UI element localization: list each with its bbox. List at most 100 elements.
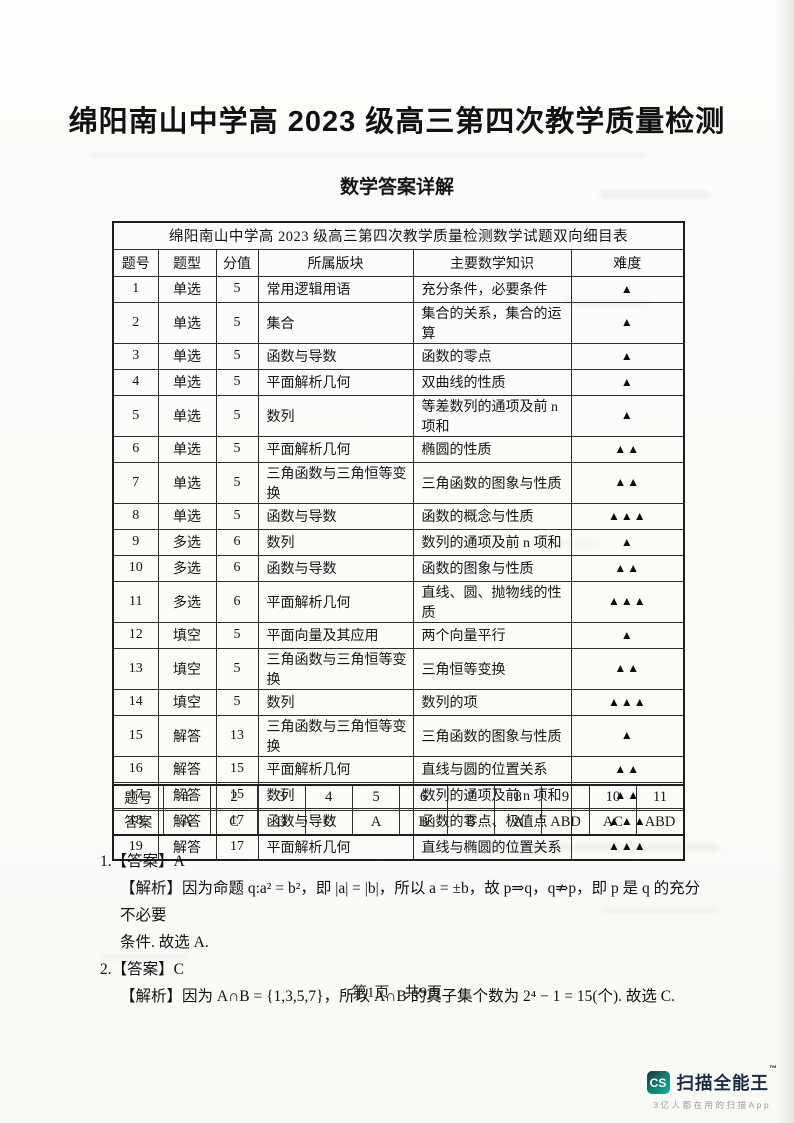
spec-cell: 10 [112,554,159,582]
spec-cell: 单选 [157,435,217,463]
spec-cell: 集合 [257,301,414,344]
spec-cell: 多选 [157,554,217,582]
spec-table-row: 19 解答 17 平面解析几何 直线与椭圆的位置关系 ▲▲▲ [112,833,685,861]
spec-cell: 1 [112,275,159,303]
answer-number-cell: 5 [351,784,401,811]
scan-artifact [600,905,720,914]
answer-value-cell: C [304,809,353,836]
answer-value-cell: AC [588,809,638,836]
spec-cell: 平面解析几何 [257,435,414,463]
spec-cell: 单选 [157,502,217,530]
spec-cell: 13 [215,714,259,757]
spec-cell: 9 [112,528,159,556]
document-title: 绵阳南山中学高 2023 级高三第四次教学质量检测 [68,106,726,138]
spec-table-row: 2 单选 5 集合 集合的关系，集合的运算 ▲ [112,301,685,344]
answer-number-cell: 6 [399,784,448,811]
spec-cell: 7 [112,461,159,504]
spec-table-row: 16 解答 15 平面解析几何 直线与圆的位置关系 ▲▲ [112,755,685,783]
difficulty-cell: ▲ [570,621,685,649]
spec-cell: 12 [112,621,159,649]
spec-cell: 三角恒等变换 [412,647,572,690]
spec-table-row: 1 单选 5 常用逻辑用语 充分条件，必要条件 ▲ [112,275,685,303]
header-section: 所属版块 [257,248,414,277]
document-subtitle: 数学答案详解 [339,177,454,198]
difficulty-cell: ▲▲ [570,461,685,504]
header-difficulty: 难度 [570,248,685,277]
camscanner-watermark: CS 扫描全能王™ 3亿人都在用的扫描App [646,1064,779,1111]
spec-cell: 单选 [157,368,217,396]
scan-artifact [600,190,710,199]
spec-cell: 11 [112,580,159,623]
spec-cell: 14 [112,688,159,716]
spec-table-row: 15 解答 13 三角函数与三角恒等变换 三角函数的图象与性质 ▲ [112,714,685,757]
spec-cell: 16 [112,755,159,783]
spec-cell: 函数的零点 [412,342,572,370]
spec-cell: 两个向量平行 [412,621,572,649]
spec-cell: 填空 [157,621,217,649]
answer-value-cell: D [257,809,306,836]
spec-cell: 13 [112,647,159,690]
spec-cell: 三角函数与三角恒等变换 [257,647,414,690]
answer-number-cell: 1 [162,784,211,811]
spec-cell: 平面向量及其应用 [257,621,414,649]
spec-cell: 单选 [157,461,217,504]
spec-cell: 6 [112,435,159,463]
answer-row-label: 答案 [112,809,164,836]
difficulty-cell: ▲ [570,528,685,556]
trademark-mark: ™ [769,1064,778,1073]
spec-cell: 直线与圆的位置关系 [412,755,572,783]
difficulty-cell: ▲ [570,275,685,303]
spec-table-row: 12 填空 5 平面向量及其应用 两个向量平行 ▲ [112,621,685,649]
spec-cell: 填空 [157,647,217,690]
spec-cell: 5 [215,435,259,463]
camscanner-icon: CS [646,1071,670,1094]
spec-cell: 直线、圆、抛物线的性质 [412,580,572,623]
answer-value-cell: B [446,809,496,836]
spec-table-row: 13 填空 5 三角函数与三角恒等变换 三角恒等变换 ▲▲ [112,647,685,690]
answer-key-table: 题号 1 2 3 4 5 6 7 8 9 10 11 答案 A C D C A B B A ABD AC ABD [112,784,685,836]
spec-cell: 常用逻辑用语 [257,275,414,303]
spec-cell: 函数与导数 [257,502,414,530]
answer-value-cell: ABD [636,809,685,836]
header-question-number: 题号 [112,248,159,277]
difficulty-cell: ▲▲ [570,647,685,690]
answer-number-cell: 10 [588,784,638,811]
camscanner-brand: 扫描全能王™ [676,1064,779,1095]
difficulty-cell: ▲ [570,301,685,344]
scan-artifact [88,153,648,157]
spec-cell: 5 [215,275,259,303]
answer-row-label: 题号 [112,784,164,811]
spec-table-row: 6 单选 5 平面解析几何 椭圆的性质 ▲▲ [112,435,685,463]
answer-value-cell: A [162,809,211,836]
spec-cell: 单选 [157,275,217,303]
camscanner-brand-text: 扫描全能王 [676,1073,769,1093]
difficulty-cell: ▲ [570,342,685,370]
spec-cell: 5 [215,342,259,370]
spec-cell: 单选 [157,342,217,370]
spec-cell: 6 [215,528,259,556]
answer-number-cell: 9 [541,784,590,811]
spec-cell: 解答 [157,714,217,757]
spec-cell: 5 [215,688,259,716]
spec-cell: 15 [215,755,259,783]
spec-cell: 多选 [157,528,217,556]
spec-cell: 5 [215,502,259,530]
spec-cell: 函数的概念与性质 [412,502,572,530]
spec-cell: 4 [112,368,159,396]
spec-cell: 5 [215,621,259,649]
solution-2-analysis: 【解析】因为 A∩B = {1,3,5,7}，所以 A∩B 的真子集个数为 2⁴… [120,988,675,1005]
spec-cell: 5 [215,394,259,437]
spec-cell: 数列 [257,688,414,716]
specification-table-body: 1 单选 5 常用逻辑用语 充分条件，必要条件 ▲ 2 单选 5 集合 集合的关系，集合的运算 ▲ 3 单… [112,275,685,861]
spec-cell: 集合的关系，集合的运算 [412,301,572,344]
spec-cell: 5 [112,394,159,437]
spec-cell: 函数与导数 [257,342,414,370]
answer-value-cell: B [399,809,448,836]
difficulty-cell: ▲ [570,368,685,396]
spec-cell: 数列的通项及前 n 项和 [412,528,572,556]
spec-cell: 充分条件，必要条件 [412,275,572,303]
spec-table-row: 14 填空 5 数列 数列的项 ▲▲▲ [112,688,685,716]
spec-table-row: 10 多选 6 函数与导数 函数的图象与性质 ▲▲ [112,554,685,582]
spec-cell: 数列的项 [412,688,572,716]
spec-cell: 多选 [157,580,217,623]
